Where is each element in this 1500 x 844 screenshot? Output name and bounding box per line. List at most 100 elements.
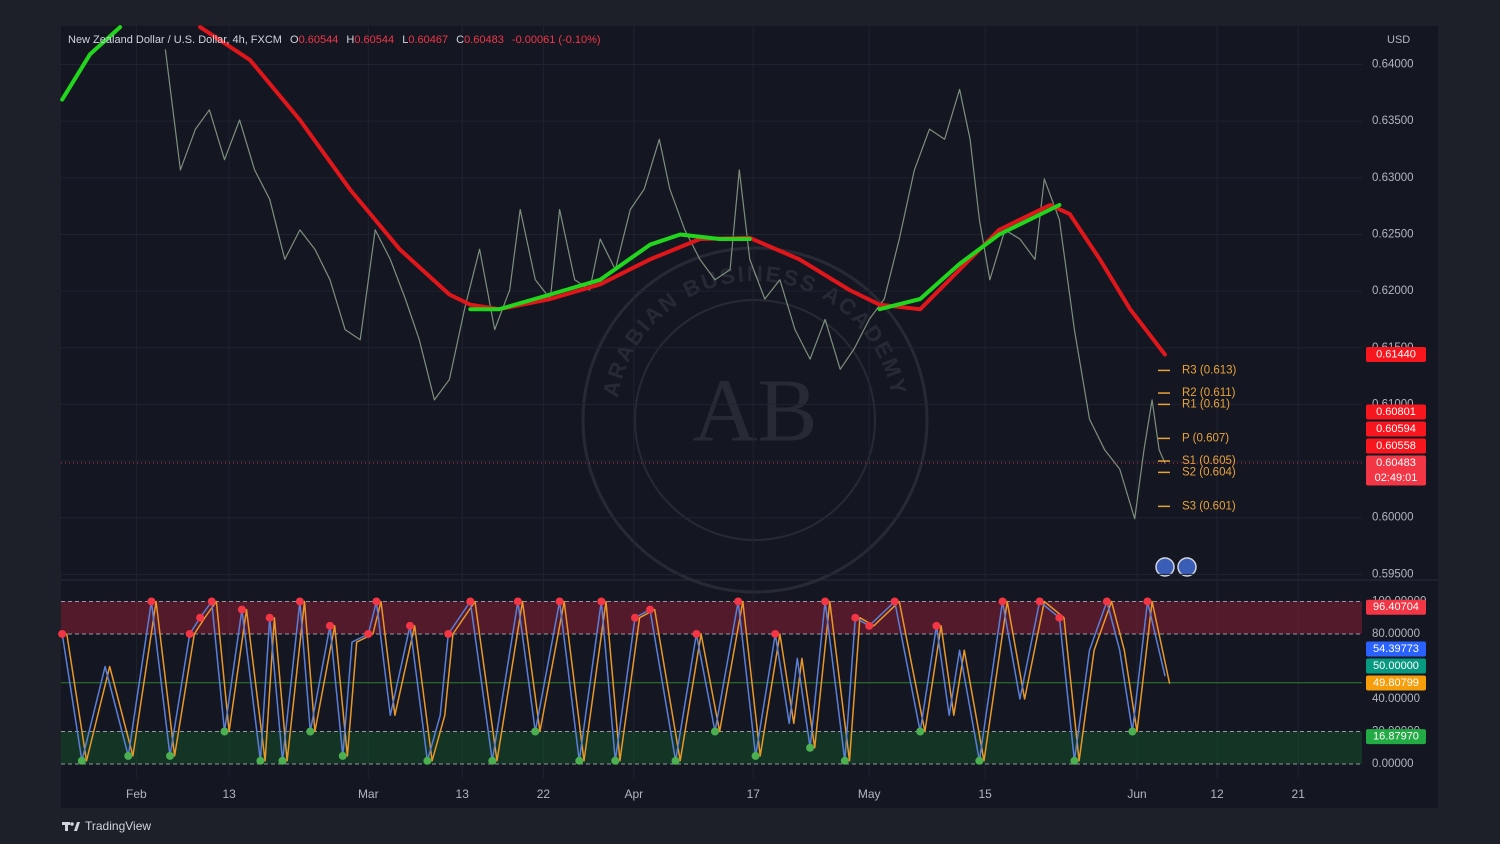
price-tag-label: 0.60483 [1376, 457, 1416, 469]
signal-dot [256, 756, 265, 765]
x-tick-label: 13 [222, 787, 236, 801]
signal-dot [220, 727, 229, 736]
pivot-label: P (0.607) [1182, 432, 1229, 444]
x-tick-label: 13 [456, 787, 470, 801]
panel [61, 26, 1438, 808]
signal-dot [58, 629, 67, 638]
ohlc-value: 0.60483 [464, 34, 504, 46]
y-tick-label: 80.00000 [1372, 628, 1420, 640]
pivot-label: R1 (0.61) [1182, 398, 1230, 410]
x-tick-label: May [858, 787, 881, 801]
price-tag-label: 0.60594 [1376, 423, 1416, 435]
signal-dot [1102, 597, 1111, 606]
signal-dot [372, 597, 381, 606]
event-flag[interactable] [1155, 557, 1175, 577]
tradingview-logo [62, 822, 80, 831]
ohlc-value: 0.60467 [408, 34, 449, 46]
signal-dot [488, 756, 497, 765]
price-tag [1366, 421, 1426, 437]
signal-dot [124, 751, 133, 760]
signal-dot [710, 727, 719, 736]
signal-dot [597, 597, 606, 606]
signal-dot [1035, 597, 1044, 606]
price-tag-label: 49.80799 [1373, 677, 1419, 689]
signal-dot [531, 727, 540, 736]
pivot-label: R2 (0.611) [1182, 387, 1236, 399]
signal-dot [466, 597, 475, 606]
price-tag-label: 0.60558 [1376, 440, 1416, 452]
y-tick-label: 0.59500 [1372, 568, 1414, 580]
signal-dot [207, 597, 216, 606]
pivot-label: R3 (0.613) [1182, 364, 1237, 376]
signal-dot [575, 756, 584, 765]
event-flag[interactable] [1177, 557, 1197, 577]
signal-dot [185, 629, 194, 638]
signal-dot [513, 597, 522, 606]
ohlc-key: H [346, 34, 355, 46]
signal-dot [630, 613, 639, 622]
signal-dot [734, 597, 743, 606]
watermark-text: AB [692, 362, 817, 461]
signal-dot [338, 751, 347, 760]
price-tag [1366, 675, 1426, 691]
x-tick-label: 15 [978, 787, 992, 801]
x-tick-label: Mar [358, 787, 379, 801]
price-tag [1366, 455, 1426, 486]
countdown: 02:49:01 [1375, 472, 1418, 484]
price-tag [1366, 347, 1426, 363]
price-tag-label: 54.39773 [1373, 643, 1419, 655]
price-tag-label: 50.00000 [1373, 660, 1419, 672]
price-tag-label: 96.40704 [1373, 601, 1419, 613]
signal-dot [646, 605, 655, 614]
ohlc-value: 0.60544 [298, 34, 339, 46]
watermark-ring [634, 299, 876, 541]
signal-dot [851, 613, 860, 622]
signal-dot [406, 621, 415, 630]
pivot-label: S3 (0.601) [1182, 500, 1236, 512]
logo-part [65, 822, 68, 831]
legend-header: New Zealand Dollar / U.S. Dollar, 4h, FX… [68, 34, 601, 46]
signal-dot [806, 743, 815, 752]
change: -0.00061 (-0.10%) [511, 34, 601, 46]
x-tick-label: Jun [1127, 787, 1146, 801]
signal-dot [555, 597, 564, 606]
price-tag [1366, 599, 1426, 615]
y-tick-label: 0.64000 [1372, 59, 1414, 71]
signal-dot [821, 597, 830, 606]
price-tag [1366, 658, 1426, 674]
signal-dot [1143, 597, 1152, 606]
ohlc-value: 0.60544 [354, 34, 395, 46]
price-tag [1366, 729, 1426, 745]
signal-dot [295, 597, 304, 606]
signal-dot [165, 751, 174, 760]
y-tick-label: 0.60000 [1372, 512, 1414, 524]
overbought-zone [61, 601, 1362, 634]
pivot-label: S2 (0.604) [1182, 466, 1236, 478]
brand: TradingView [85, 819, 151, 833]
signal-dot [932, 621, 941, 630]
x-tick-label: 21 [1292, 787, 1306, 801]
ohlc-key: O [290, 34, 299, 46]
pivot-label: S1 (0.605) [1182, 455, 1236, 467]
signal-dot [840, 756, 849, 765]
y-tick-label: 0.63500 [1372, 115, 1414, 127]
signal-dot [278, 756, 287, 765]
price-tag-label: 0.61440 [1376, 348, 1416, 360]
price-tag-label: 0.60801 [1376, 406, 1416, 418]
symbol: New Zealand Dollar / U.S. Dollar, 4h, FX… [68, 34, 282, 46]
signal-dot [237, 605, 246, 614]
x-tick-label: 22 [537, 787, 551, 801]
signal-dot [916, 727, 925, 736]
y-tick-label: 0.00000 [1372, 758, 1414, 770]
oversold-zone [61, 731, 1362, 765]
x-tick-label: 17 [747, 787, 761, 801]
series-line [60, 25, 1062, 312]
watermark-ring [581, 246, 929, 594]
ohlc-key: C [456, 34, 465, 46]
signal-dot [77, 756, 86, 765]
logo-part [74, 822, 80, 831]
signal-dot [692, 629, 701, 638]
signal-dot [306, 727, 315, 736]
